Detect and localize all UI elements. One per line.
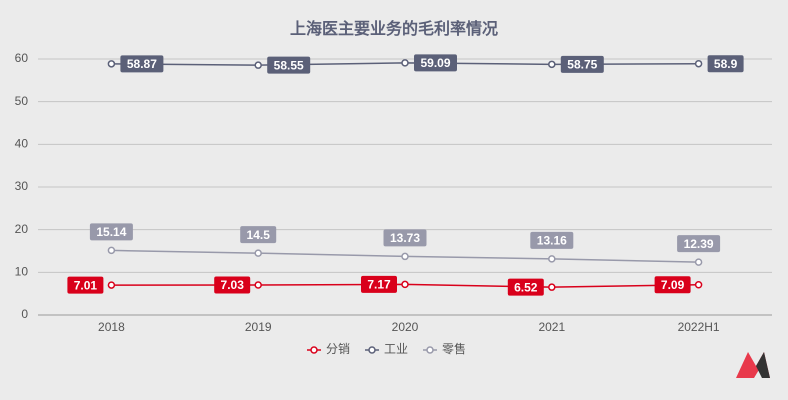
data-label: 58.87 xyxy=(127,57,157,71)
point xyxy=(694,258,703,266)
data-label-box xyxy=(361,275,397,293)
legend-label: 分销 xyxy=(326,342,350,356)
point xyxy=(401,252,409,261)
legend-marker xyxy=(426,346,434,354)
x-tick-label: 2018 xyxy=(98,320,125,334)
data-label: 12.39 xyxy=(684,237,714,251)
point xyxy=(548,60,556,69)
data-label: 58.9 xyxy=(714,57,738,71)
point xyxy=(401,280,409,289)
data-label-box xyxy=(120,55,164,73)
legend-marker xyxy=(310,346,318,354)
data-label-box xyxy=(383,229,427,247)
legend-label: 零售 xyxy=(442,341,466,356)
x-tick-label: 2019 xyxy=(245,320,272,334)
point xyxy=(694,280,703,289)
data-label: 7.17 xyxy=(367,278,391,292)
point xyxy=(548,283,556,291)
point xyxy=(107,60,116,68)
data-label: 15.14 xyxy=(96,225,126,239)
data-label-box xyxy=(240,226,277,244)
y-tick-label: 0 xyxy=(21,307,28,321)
data-label: 13.73 xyxy=(390,231,420,245)
point xyxy=(254,61,262,69)
point xyxy=(401,59,409,67)
data-label-box xyxy=(89,223,133,241)
logo xyxy=(736,352,770,378)
x-tick-label: 2021 xyxy=(538,320,565,334)
data-label-box xyxy=(67,276,104,294)
point xyxy=(107,246,116,255)
data-label-box xyxy=(654,276,691,294)
chart-title: 上海医主要业务的毛利率情况 xyxy=(290,19,498,38)
data-label: 7.03 xyxy=(221,278,245,292)
data-label: 13.16 xyxy=(537,234,567,248)
point xyxy=(694,59,703,68)
data-label-box xyxy=(677,235,721,253)
data-label-box xyxy=(560,55,604,73)
data-label-box xyxy=(267,56,311,74)
point xyxy=(548,255,556,263)
data-label: 58.55 xyxy=(274,58,304,72)
x-tick-label: 2022H1 xyxy=(678,320,720,334)
data-label-box xyxy=(414,54,457,72)
data-label: 7.01 xyxy=(74,278,98,292)
y-tick-label: 60 xyxy=(15,51,29,65)
y-tick-label: 10 xyxy=(15,265,29,279)
data-label-box xyxy=(707,55,744,73)
legend-marker xyxy=(368,346,376,354)
data-label: 7.09 xyxy=(661,278,685,292)
data-label-box xyxy=(507,278,544,296)
y-tick-label: 50 xyxy=(15,94,29,108)
data-label: 59.09 xyxy=(420,56,450,70)
data-label-box xyxy=(214,276,251,294)
data-label: 6.52 xyxy=(514,280,538,294)
x-tick-label: 2020 xyxy=(392,320,419,334)
y-tick-label: 20 xyxy=(15,222,29,236)
point xyxy=(254,281,262,289)
data-label-box xyxy=(530,231,574,249)
data-label: 14.5 xyxy=(247,228,271,242)
y-tick-label: 30 xyxy=(15,179,29,193)
y-tick-label: 40 xyxy=(15,137,29,151)
legend-label: 工业 xyxy=(384,342,408,356)
point xyxy=(107,281,116,289)
data-label: 58.75 xyxy=(567,58,597,72)
point xyxy=(254,249,262,257)
